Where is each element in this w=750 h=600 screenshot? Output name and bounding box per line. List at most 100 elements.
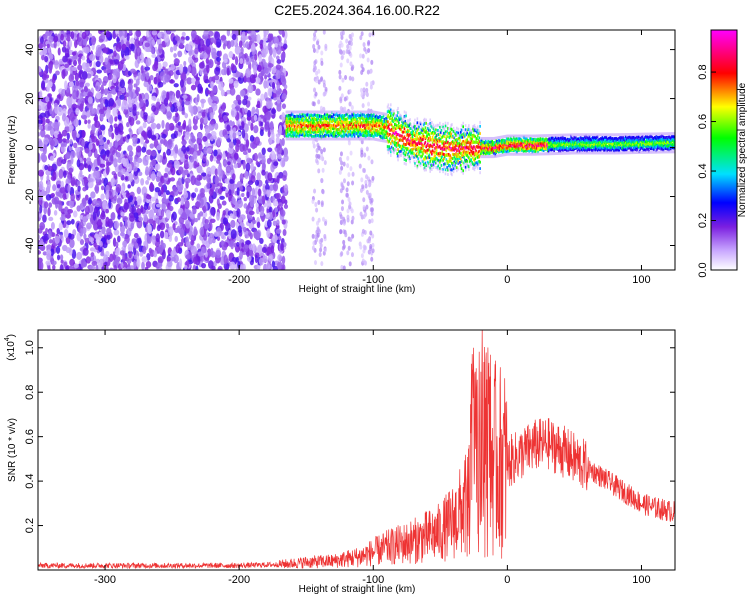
heatmap-cell xyxy=(316,113,319,117)
heatmap-cell xyxy=(379,125,382,129)
heatmap-cell xyxy=(385,116,387,120)
heatmap-cell xyxy=(65,265,70,270)
heatmap-cell xyxy=(287,110,290,114)
heatmap-cell xyxy=(403,110,406,114)
heatmap-cell xyxy=(38,234,41,241)
heatmap-cell xyxy=(366,69,370,75)
heatmap-cell xyxy=(93,207,99,214)
heatmap-cell xyxy=(370,197,374,203)
heatmap-cell xyxy=(44,110,50,119)
heatmap-cell xyxy=(410,131,412,135)
heatmap-cell xyxy=(311,121,314,125)
heatmap-cell xyxy=(156,145,162,151)
heatmap-cell xyxy=(299,110,302,114)
heatmap-cell xyxy=(295,114,298,118)
heatmap-cell xyxy=(216,137,221,147)
heatmap-cell xyxy=(313,188,317,194)
heatmap-cell xyxy=(38,119,43,124)
heatmap-cell xyxy=(267,147,273,153)
heatmap-cell xyxy=(338,116,341,119)
heatmap-cell xyxy=(112,75,117,84)
heatmap-cell xyxy=(348,201,352,207)
heatmap-cell xyxy=(398,111,400,115)
heatmap-cell xyxy=(98,138,104,146)
heatmap-cell xyxy=(311,110,314,114)
heatmap-cell xyxy=(329,125,332,128)
heatmap-cell xyxy=(122,216,129,222)
heatmap-cell xyxy=(332,130,335,134)
heatmap-cell xyxy=(111,88,117,95)
heatmap-cell xyxy=(307,124,310,128)
heatmap-cell xyxy=(39,36,45,45)
heatmap-cell xyxy=(253,125,259,134)
heatmap-cell xyxy=(380,126,382,130)
heatmap-cell xyxy=(203,147,209,155)
heatmap-cell xyxy=(297,137,300,141)
chart-title: C2E5.2024.364.16.00.R22 xyxy=(274,2,440,18)
heatmap-cell xyxy=(339,31,343,37)
heatmap-cell xyxy=(95,60,101,68)
heatmap-cell xyxy=(359,132,362,136)
heatmap-cell xyxy=(322,117,325,121)
heatmap-cell xyxy=(361,137,363,141)
heatmap-cell xyxy=(174,160,180,169)
heatmap-cell xyxy=(360,149,364,155)
heatmap-cell xyxy=(114,139,118,148)
heatmap-cell xyxy=(410,154,413,158)
heatmap-cell xyxy=(401,125,403,129)
heatmap-cell xyxy=(385,139,388,143)
heatmap-cell xyxy=(398,114,401,118)
heatmap-cell xyxy=(370,59,374,65)
heatmap-cell xyxy=(235,256,239,263)
heatmap-cell xyxy=(401,144,403,148)
heatmap-cell xyxy=(393,141,395,144)
heatmap-cell xyxy=(297,129,300,133)
heatmap-cell xyxy=(268,137,272,145)
heatmap-cell xyxy=(323,120,325,124)
heatmap-cell xyxy=(61,113,67,122)
heatmap-cell xyxy=(89,255,95,262)
heatmap-cell xyxy=(342,216,346,222)
heatmap-cell xyxy=(300,118,303,122)
heatmap-cell xyxy=(192,151,198,160)
heatmap-cell xyxy=(145,260,152,268)
heatmap-cell xyxy=(332,124,334,128)
heatmap-cell xyxy=(235,105,241,112)
heatmap-cell xyxy=(328,134,330,138)
heatmap-cell xyxy=(392,141,395,145)
heatmap-cell xyxy=(287,130,289,134)
heatmap-cell xyxy=(320,237,324,243)
heatmap-cell xyxy=(201,246,207,254)
heatmap-cell xyxy=(357,113,359,116)
heatmap-cell xyxy=(321,121,324,125)
heatmap-cell xyxy=(185,35,190,41)
heatmap-cell xyxy=(357,120,359,123)
heatmap-cell xyxy=(96,218,103,228)
heatmap-cell xyxy=(359,110,362,114)
heatmap-cell xyxy=(151,30,158,36)
heatmap-cell xyxy=(319,114,321,118)
heatmap-cell xyxy=(336,124,339,127)
heatmap-cell xyxy=(97,46,102,56)
heatmap-cell xyxy=(272,48,277,58)
heatmap-cell xyxy=(169,166,174,173)
heatmap-cell xyxy=(316,118,319,122)
heatmap-cell xyxy=(136,195,142,206)
heatmap-cell xyxy=(213,231,219,237)
heatmap-cell xyxy=(375,121,378,125)
heatmap-cell xyxy=(46,253,51,261)
heatmap-cell xyxy=(356,137,358,141)
heatmap-cell xyxy=(121,43,127,51)
heatmap-cell xyxy=(295,135,298,139)
heatmap-cell xyxy=(319,242,323,248)
heatmap-cell xyxy=(402,121,405,125)
heatmap-cell xyxy=(310,137,312,141)
heatmap-cell xyxy=(90,35,96,46)
heatmap-cell xyxy=(287,121,290,125)
heatmap-cell xyxy=(302,117,304,121)
heatmap-cell xyxy=(381,112,384,116)
heatmap-cell xyxy=(358,163,362,169)
heatmap-cell xyxy=(231,103,236,110)
heatmap-cell xyxy=(337,134,340,138)
heatmap-cell xyxy=(315,122,317,126)
